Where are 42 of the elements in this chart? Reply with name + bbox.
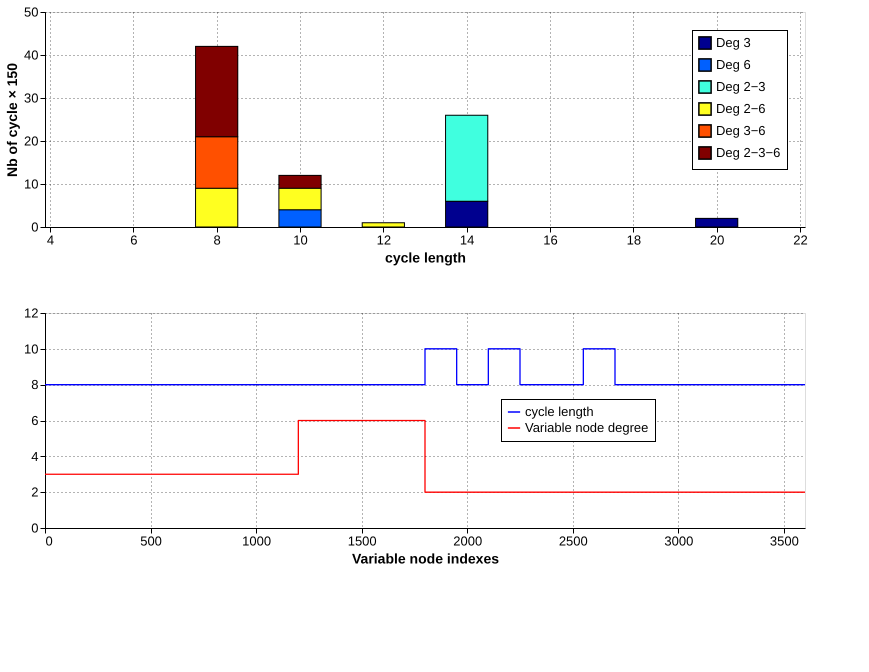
x-tick-label: 14: [460, 232, 474, 248]
x-tick-label: 3000: [664, 534, 694, 548]
x-tick-label: 22: [793, 232, 808, 248]
legend-label: Variable node degree: [525, 420, 648, 435]
x-tick-label: 18: [626, 232, 642, 248]
legend-label: Deg 2−3−6: [716, 145, 780, 160]
y-tick-label: 2: [31, 484, 38, 500]
y-tick-label: 4: [31, 448, 38, 464]
legend-label: Deg 3: [716, 35, 751, 50]
y-tick-label: 12: [24, 306, 38, 320]
y-tick-label: 50: [24, 4, 38, 20]
y-tick-label: 6: [31, 413, 38, 428]
legend-label: Deg 3−6: [716, 123, 766, 138]
legend-label: cycle length: [525, 404, 594, 419]
x-tick-label: 16: [543, 232, 558, 248]
x-tick-label: 500: [140, 534, 162, 548]
y-tick-label: 0: [31, 520, 38, 536]
y-tick-label: 0: [31, 220, 38, 234]
y-tick-label: 40: [24, 48, 38, 62]
x-tick-label: 12: [376, 232, 392, 248]
y-tick-label: 20: [24, 134, 38, 148]
x-tick-label: 4: [46, 232, 54, 248]
x-tick-label: 3500: [770, 534, 799, 548]
x-axis-title: cycle length: [385, 250, 466, 266]
legend-label: Deg 6: [716, 57, 751, 72]
y-tick-label: 10: [24, 341, 38, 356]
x-tick-label: 6: [130, 232, 138, 248]
legend-label: Deg 2−6: [716, 101, 766, 116]
x-axis-title: Variable node indexes: [352, 550, 500, 566]
x-tick-label: 20: [710, 232, 724, 248]
y-tick-label: 8: [31, 377, 38, 392]
x-tick-label: 0: [46, 534, 53, 548]
legend-label: Deg 2−3: [716, 79, 766, 94]
x-tick-label: 8: [214, 232, 221, 248]
y-tick-label: 10: [24, 176, 38, 192]
x-tick-label: 2000: [453, 534, 482, 548]
x-tick-label: 1000: [242, 534, 272, 548]
y-tick-label: 30: [24, 90, 38, 106]
x-tick-label: 10: [293, 232, 308, 248]
x-tick-label: 1500: [348, 534, 377, 548]
x-tick-label: 2500: [558, 534, 588, 548]
y-axis-title: Nb of cycle × 150: [4, 62, 20, 178]
